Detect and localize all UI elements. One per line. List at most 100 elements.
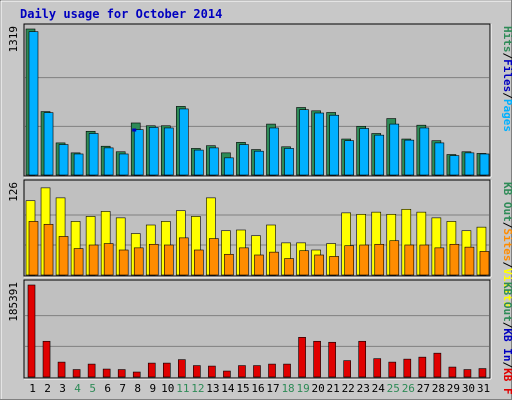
bar-sites [449, 243, 460, 276]
bar-files [88, 133, 99, 176]
bar-kbf [328, 341, 336, 378]
legend-item: KB F [501, 368, 512, 395]
bar-files [404, 139, 415, 176]
bar-sites [284, 258, 294, 276]
x-tick-label: 13 [206, 382, 219, 395]
bar-files [449, 155, 460, 176]
bar-files [118, 153, 129, 176]
x-tick-label: 11 [176, 382, 189, 395]
bar-files [133, 129, 144, 176]
legend-item: / [501, 92, 512, 99]
bar-kbf [433, 352, 442, 378]
bar-sites [194, 249, 204, 276]
x-tick-label: 2 [44, 382, 51, 395]
x-tick-label: 19 [296, 382, 309, 395]
x-tick-label: 1 [29, 382, 36, 395]
legend-item: / [501, 322, 512, 329]
bar-files [103, 147, 114, 176]
bar-sites [269, 251, 279, 276]
x-tick-label: 22 [342, 382, 355, 395]
bar-sites [299, 250, 309, 276]
bar-kbf [72, 369, 81, 378]
x-tick-label: 9 [149, 382, 156, 395]
bar-files [224, 157, 234, 176]
bar-files [148, 127, 159, 176]
bar-files [179, 108, 189, 176]
bar-kbf [102, 368, 111, 378]
bar-kbf [27, 284, 36, 378]
x-tick-label: 15 [236, 382, 249, 395]
bar-kbf [373, 358, 382, 378]
legend-item: Sites [501, 228, 512, 261]
x-tick-label: 23 [357, 382, 370, 395]
bar-kbf [238, 365, 246, 378]
x-tick-label: 3 [59, 382, 66, 395]
bar-sites [419, 244, 430, 276]
legend-item: Files [501, 59, 512, 92]
legend-visits-sites: KB Out/Sites/Visits [501, 182, 512, 308]
bar-files [58, 144, 69, 176]
x-tick-label: 26 [402, 382, 415, 395]
bar-kbf [253, 365, 261, 378]
bar-kbf [403, 358, 412, 378]
bar-files [314, 112, 324, 176]
bar-kbf [162, 362, 171, 378]
x-tick-label: 6 [104, 382, 111, 395]
bar-files [374, 134, 385, 176]
bar-sites [479, 251, 490, 276]
bar-files [419, 127, 430, 176]
y-max-label: 126 [7, 182, 20, 202]
y-max-label: 185391 [7, 282, 20, 322]
bar-kbf [132, 371, 141, 378]
legend-hits-files-pages: Hits/Files/Pages [501, 26, 512, 132]
bar-kbf [283, 363, 291, 378]
bar-kbf [448, 366, 457, 378]
bar-sites [103, 243, 114, 276]
bar-kbf [313, 340, 321, 378]
legend-item: / [501, 262, 512, 269]
bar-kbf [388, 361, 397, 378]
bar-sites [224, 253, 234, 276]
bar-sites [179, 237, 189, 276]
bar-sites [404, 244, 415, 276]
x-tick-label: 8 [134, 382, 141, 395]
bar-kbf [298, 337, 306, 378]
bar-kbf [147, 362, 156, 378]
x-tick-label: 28 [432, 382, 445, 395]
bar-sites [148, 243, 159, 276]
bar-sites [329, 256, 339, 276]
bar-sites [28, 221, 39, 276]
bar-files [254, 150, 264, 176]
x-tick-label: 14 [221, 382, 235, 395]
bar-kbf [178, 359, 186, 378]
y-max-label: 1319 [7, 26, 20, 53]
bar-kbf [42, 340, 51, 378]
x-tick-label: 27 [417, 382, 430, 395]
legend-item: KB In [501, 328, 512, 361]
bar-files [284, 148, 294, 176]
bar-kbf [57, 361, 66, 378]
legend-item: Pages [501, 99, 512, 132]
bar-sites [254, 254, 264, 276]
legend-kbin-kbout-kbf: KB Out/KB In/KB F [501, 282, 512, 395]
bar-kbf [87, 363, 96, 378]
bar-pages [132, 128, 137, 132]
x-tick-label: 31 [477, 382, 490, 395]
bar-files [434, 142, 445, 176]
bar-kbf [418, 356, 427, 378]
bar-files [28, 31, 39, 176]
x-tick-label: 25 [387, 382, 400, 395]
bar-sites [43, 223, 54, 276]
x-tick-label: 18 [281, 382, 294, 395]
bar-files [194, 149, 204, 176]
bar-files [239, 144, 249, 176]
bar-files [43, 112, 54, 176]
bar-kbf [117, 369, 126, 378]
bar-files [389, 123, 400, 176]
panel-hits-files-pages: 1319 Hits/Files/Pages [7, 23, 512, 178]
x-tick-label: 29 [447, 382, 460, 395]
bar-sites [209, 238, 219, 276]
bar-sites [359, 244, 370, 276]
